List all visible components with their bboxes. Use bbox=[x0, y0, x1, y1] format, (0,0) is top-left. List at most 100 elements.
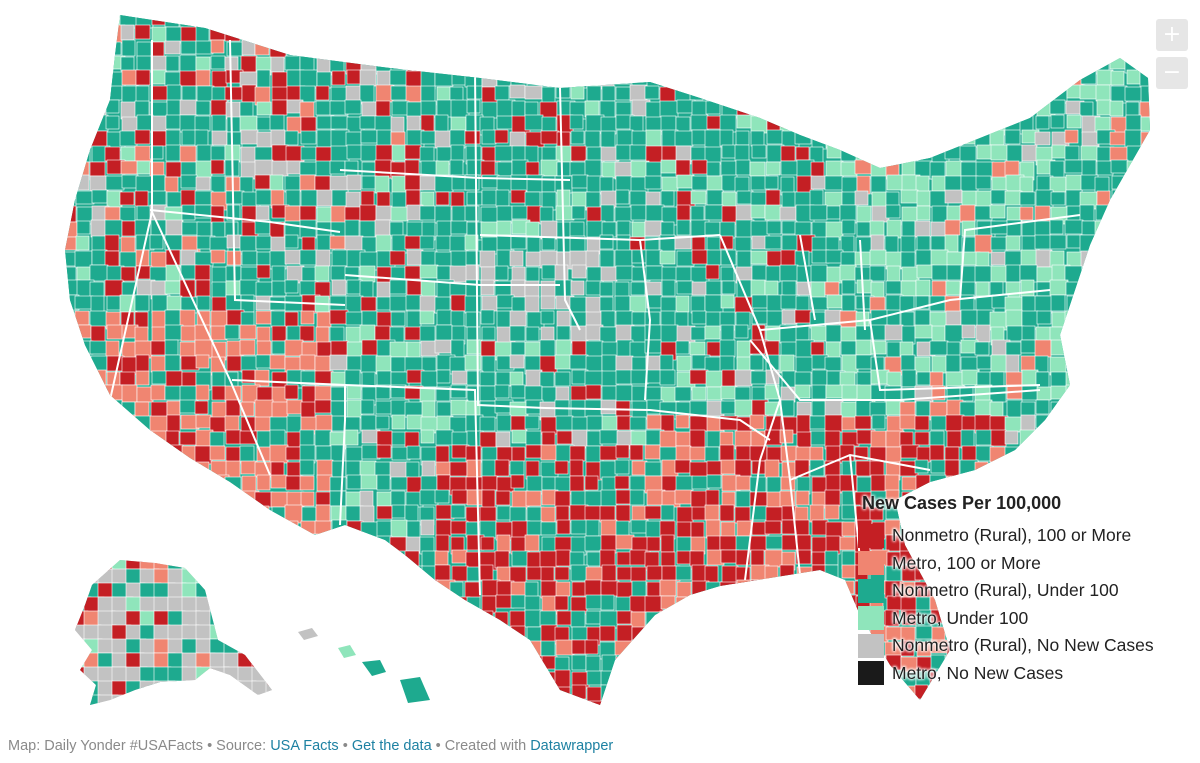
county-cell[interactable] bbox=[74, 506, 91, 522]
county-cell[interactable] bbox=[719, 444, 735, 462]
county-cell[interactable] bbox=[465, 25, 481, 43]
county-cell[interactable] bbox=[61, 205, 77, 223]
county-cell[interactable] bbox=[856, 476, 873, 495]
county-cell[interactable] bbox=[945, 160, 963, 179]
county-cell[interactable] bbox=[450, 611, 470, 631]
county-cell[interactable] bbox=[884, 324, 904, 341]
county-cell[interactable] bbox=[1080, 54, 1096, 72]
county-cell[interactable] bbox=[494, 701, 510, 715]
county-cell[interactable] bbox=[915, 145, 934, 163]
county-cell[interactable] bbox=[1005, 371, 1023, 386]
county-cell[interactable] bbox=[944, 100, 961, 115]
county-cell[interactable] bbox=[600, 580, 620, 597]
county-cell[interactable] bbox=[375, 84, 394, 103]
county-cell[interactable] bbox=[1140, 41, 1154, 57]
county-cell[interactable] bbox=[126, 709, 146, 720]
county-cell[interactable] bbox=[345, 685, 363, 703]
county-cell[interactable] bbox=[314, 12, 331, 26]
county-cell[interactable] bbox=[330, 700, 350, 719]
county-cell[interactable] bbox=[555, 56, 575, 71]
county-cell[interactable] bbox=[149, 520, 167, 539]
county-cell[interactable] bbox=[494, 145, 514, 162]
county-cell[interactable] bbox=[266, 709, 283, 720]
county-cell[interactable] bbox=[915, 175, 930, 193]
county-cell[interactable] bbox=[481, 656, 498, 675]
county-cell[interactable] bbox=[749, 25, 769, 40]
county-cell[interactable] bbox=[106, 504, 121, 521]
county-cell[interactable] bbox=[990, 236, 1009, 251]
county-cell[interactable] bbox=[930, 114, 949, 133]
county-cell[interactable] bbox=[434, 624, 449, 639]
county-cell[interactable] bbox=[916, 235, 931, 253]
county-cell[interactable] bbox=[210, 145, 226, 162]
county-cell[interactable] bbox=[179, 491, 198, 511]
county-cell[interactable] bbox=[211, 565, 226, 585]
county-cell[interactable] bbox=[150, 85, 169, 101]
county-cell[interactable] bbox=[60, 534, 78, 552]
county-cell[interactable] bbox=[464, 234, 479, 251]
county-cell[interactable] bbox=[929, 701, 947, 717]
county-cell[interactable] bbox=[1126, 384, 1141, 400]
county-cell[interactable] bbox=[959, 204, 976, 223]
county-cell[interactable] bbox=[165, 219, 183, 236]
county-cell[interactable] bbox=[450, 670, 466, 689]
county-cell[interactable] bbox=[60, 339, 75, 357]
county-cell[interactable] bbox=[284, 311, 299, 328]
county-cell[interactable] bbox=[616, 234, 631, 253]
county-cell[interactable] bbox=[869, 114, 885, 133]
county-cell[interactable] bbox=[794, 56, 812, 75]
county-cell[interactable] bbox=[660, 504, 675, 521]
county-cell[interactable] bbox=[871, 12, 889, 29]
county-cell[interactable] bbox=[479, 250, 496, 268]
county-cell[interactable] bbox=[89, 521, 107, 541]
county-cell[interactable] bbox=[76, 144, 91, 163]
county-cell[interactable] bbox=[119, 371, 136, 386]
county-cell[interactable] bbox=[179, 399, 198, 414]
county-cell[interactable] bbox=[990, 251, 1007, 266]
county-cell[interactable] bbox=[914, 54, 929, 71]
county-cell[interactable] bbox=[1005, 235, 1021, 251]
county-cell[interactable] bbox=[674, 235, 692, 250]
county-cell[interactable] bbox=[150, 459, 167, 476]
county-cell[interactable] bbox=[841, 279, 856, 295]
county-cell[interactable] bbox=[674, 489, 693, 505]
county-cell[interactable] bbox=[240, 564, 260, 584]
county-cell[interactable] bbox=[706, 474, 722, 489]
county-cell[interactable] bbox=[705, 609, 724, 624]
county-cell[interactable] bbox=[225, 566, 241, 581]
county-cell[interactable] bbox=[781, 639, 796, 654]
county-cell[interactable] bbox=[645, 204, 665, 222]
county-cell[interactable] bbox=[736, 520, 752, 537]
county-cell[interactable] bbox=[795, 114, 814, 130]
county-cell[interactable] bbox=[211, 609, 227, 628]
county-cell[interactable] bbox=[300, 146, 317, 161]
county-cell[interactable] bbox=[238, 709, 259, 720]
county-cell[interactable] bbox=[1051, 311, 1067, 328]
county-cell[interactable] bbox=[255, 295, 273, 311]
county-cell[interactable] bbox=[840, 99, 855, 115]
county-cell[interactable] bbox=[389, 461, 408, 480]
county-cell[interactable] bbox=[284, 520, 299, 539]
county-cell[interactable] bbox=[167, 596, 184, 614]
county-cell[interactable] bbox=[465, 445, 482, 463]
county-cell[interactable] bbox=[1080, 684, 1097, 700]
county-cell[interactable] bbox=[674, 669, 693, 688]
county-cell[interactable] bbox=[374, 565, 394, 581]
county-cell[interactable] bbox=[629, 444, 644, 461]
county-cell[interactable] bbox=[781, 70, 799, 86]
county-cell[interactable] bbox=[826, 670, 843, 689]
county-cell[interactable] bbox=[944, 54, 962, 73]
county-cell[interactable] bbox=[704, 446, 720, 463]
county-cell[interactable] bbox=[1096, 445, 1111, 462]
county-cell[interactable] bbox=[571, 205, 586, 220]
county-cell[interactable] bbox=[764, 459, 780, 479]
county-cell[interactable] bbox=[841, 354, 859, 374]
county-cell[interactable] bbox=[826, 579, 846, 599]
county-cell[interactable] bbox=[794, 384, 811, 399]
county-cell[interactable] bbox=[1006, 70, 1025, 85]
county-cell[interactable] bbox=[944, 86, 963, 106]
county-cell[interactable] bbox=[105, 340, 120, 358]
county-cell[interactable] bbox=[794, 519, 810, 536]
county-cell[interactable] bbox=[945, 280, 961, 296]
county-cell[interactable] bbox=[839, 580, 855, 595]
